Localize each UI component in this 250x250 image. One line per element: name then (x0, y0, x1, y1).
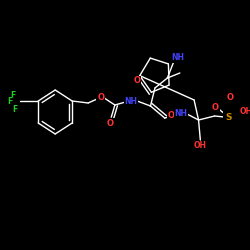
Text: O: O (133, 76, 140, 86)
Text: NH: NH (174, 110, 187, 118)
Text: F: F (11, 92, 16, 100)
Text: F: F (12, 104, 18, 114)
Text: NH: NH (171, 54, 184, 62)
Text: O: O (227, 94, 234, 102)
Text: F: F (7, 98, 12, 106)
Text: O: O (168, 112, 174, 120)
Text: OH: OH (240, 106, 250, 116)
Text: O: O (97, 92, 104, 102)
Text: O: O (107, 118, 114, 128)
Text: S: S (226, 114, 232, 122)
Text: O: O (212, 102, 219, 112)
Text: OH: OH (194, 142, 207, 150)
Text: NH: NH (124, 96, 138, 106)
